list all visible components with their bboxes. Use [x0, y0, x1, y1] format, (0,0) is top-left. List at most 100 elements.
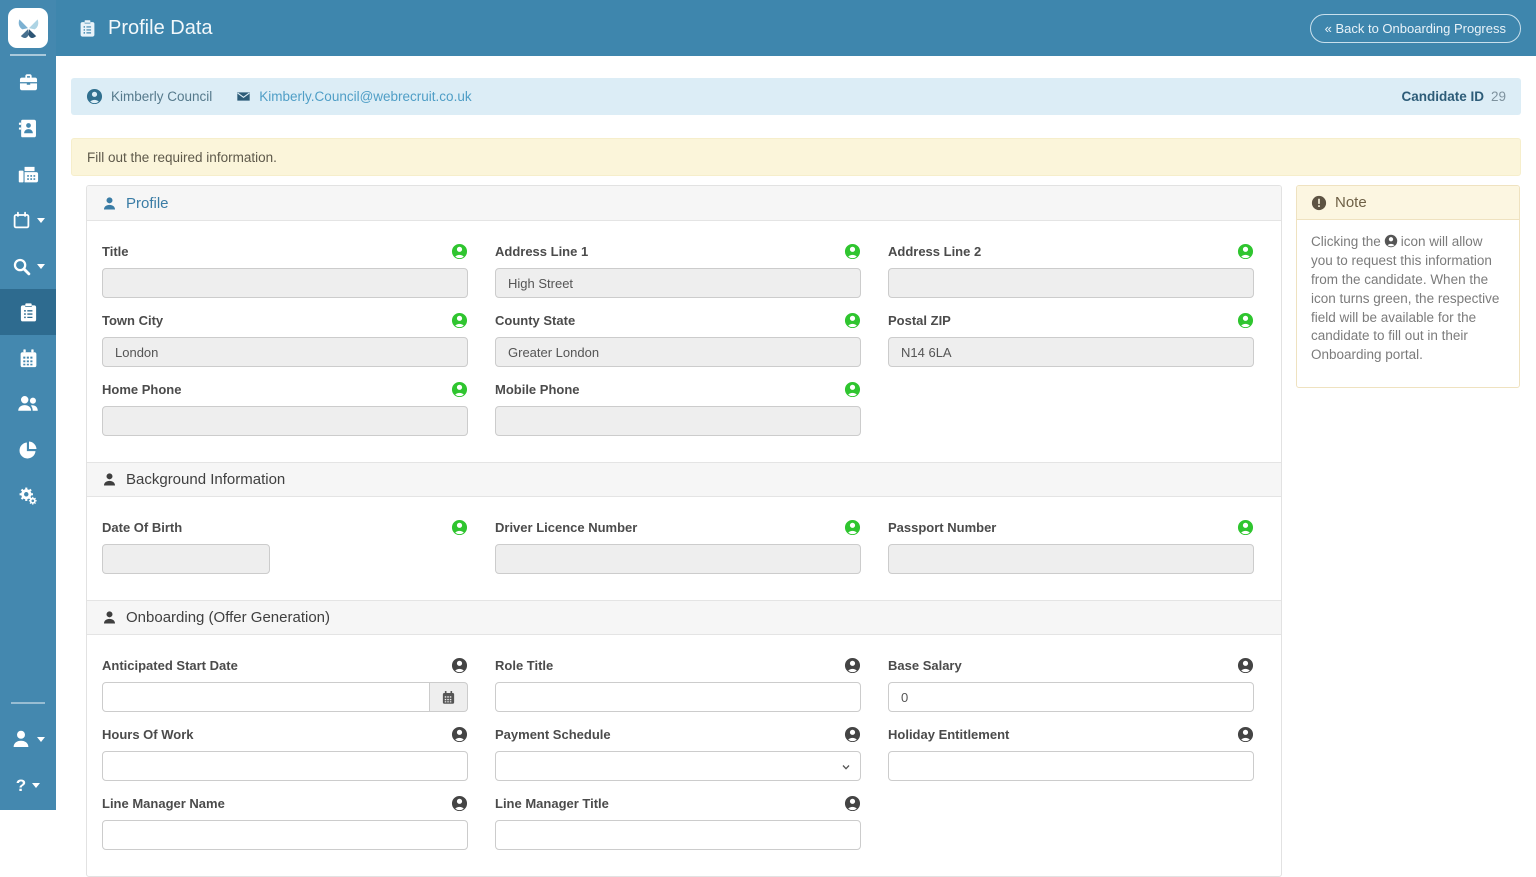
user-icon [102, 196, 117, 211]
sidebar-item-contacts[interactable] [0, 105, 56, 151]
gears-icon [18, 486, 39, 507]
date-of-birth-input [102, 544, 270, 574]
section-body-background: Date Of Birth Driver Licence Number [87, 497, 1281, 600]
user-icon [102, 610, 117, 625]
sidebar-item-calendar-menu[interactable] [0, 197, 56, 243]
request-info-icon[interactable] [1237, 657, 1254, 674]
user-circle-icon [1384, 234, 1398, 248]
request-info-icon[interactable] [1237, 726, 1254, 743]
fax-icon [18, 164, 39, 185]
request-info-icon[interactable] [451, 795, 468, 812]
field-town-city: Town City [102, 312, 468, 367]
field-role-title: Role Title [495, 657, 861, 712]
butterfly-logo-icon [15, 15, 42, 42]
date-picker-button[interactable] [430, 682, 468, 712]
candidate-name-text: Kimberly Council [111, 89, 212, 104]
field-mobile-phone: Mobile Phone [495, 381, 861, 436]
back-to-onboarding-button[interactable]: « Back to Onboarding Progress [1310, 14, 1521, 43]
field-base-salary: Base Salary [888, 657, 1254, 712]
field-label: Base Salary [888, 658, 962, 673]
sidebar-item-settings[interactable] [0, 473, 56, 519]
request-info-icon[interactable] [844, 726, 861, 743]
field-label: Title [102, 244, 129, 259]
sidebar-item-reports[interactable] [0, 427, 56, 473]
caret-down-icon [32, 783, 40, 788]
field-label: Hours Of Work [102, 727, 194, 742]
sidebar-item-search-menu[interactable] [0, 243, 56, 289]
driver-licence-number-input [495, 544, 861, 574]
role-title-input[interactable] [495, 682, 861, 712]
user-icon [102, 472, 117, 487]
hours-of-work-input[interactable] [102, 751, 468, 781]
sidebar-item-fax[interactable] [0, 151, 56, 197]
request-info-icon[interactable] [844, 312, 861, 329]
request-info-icon[interactable] [451, 381, 468, 398]
sidebar-item-users[interactable] [0, 381, 56, 427]
request-info-icon[interactable] [844, 657, 861, 674]
main-content: Kimberly Council Kimberly.Council@webrec… [56, 56, 1536, 877]
page-title-text: Profile Data [108, 17, 213, 40]
town-city-input [102, 337, 468, 367]
envelope-icon [236, 89, 251, 104]
section-body-profile: Title Address Line 1 [87, 221, 1281, 462]
sidebar-item-profile-data[interactable] [0, 289, 56, 335]
request-info-icon[interactable] [451, 726, 468, 743]
note-title: Note [1335, 194, 1367, 211]
payment-schedule-select[interactable] [495, 751, 861, 781]
request-info-icon[interactable] [451, 312, 468, 329]
question-mark-icon: ? [16, 777, 26, 794]
exclamation-circle-icon [1311, 195, 1327, 211]
request-info-icon[interactable] [844, 519, 861, 536]
request-info-icon[interactable] [1237, 243, 1254, 260]
title-input [102, 268, 468, 298]
caret-down-icon [37, 218, 45, 223]
request-info-icon[interactable] [451, 243, 468, 260]
request-info-icon[interactable] [1237, 519, 1254, 536]
sidebar-item-account[interactable] [0, 716, 56, 762]
sidebar-item-help[interactable]: ? [0, 762, 56, 808]
field-label: Home Phone [102, 382, 181, 397]
sidebar-item-jobs[interactable] [0, 59, 56, 105]
address-line-1-input [495, 268, 861, 298]
field-label: Address Line 2 [888, 244, 981, 259]
candidate-email-link[interactable]: Kimberly.Council@webrecruit.co.uk [236, 89, 471, 104]
pie-chart-icon [18, 440, 38, 460]
request-info-icon[interactable] [844, 795, 861, 812]
top-header: Profile Data « Back to Onboarding Progre… [56, 0, 1536, 56]
request-info-icon[interactable] [1237, 312, 1254, 329]
candidate-id-label: Candidate ID [1401, 89, 1484, 104]
line-manager-name-input[interactable] [102, 820, 468, 850]
calendar-grid-icon [18, 348, 39, 369]
request-info-icon[interactable] [451, 657, 468, 674]
section-title: Onboarding (Offer Generation) [126, 609, 330, 626]
section-header-profile: Profile [87, 186, 1281, 221]
field-label: Town City [102, 313, 163, 328]
app-logo[interactable] [8, 8, 48, 48]
request-info-icon[interactable] [844, 243, 861, 260]
clipboard-icon [18, 302, 39, 323]
request-info-icon[interactable] [451, 519, 468, 536]
candidate-info-bar: Kimberly Council Kimberly.Council@webrec… [71, 78, 1521, 115]
field-address-line-1: Address Line 1 [495, 243, 861, 298]
field-label: Passport Number [888, 520, 996, 535]
user-icon [11, 729, 31, 749]
field-label: Postal ZIP [888, 313, 951, 328]
line-manager-title-input[interactable] [495, 820, 861, 850]
request-info-icon[interactable] [844, 381, 861, 398]
candidate-email-text: Kimberly.Council@webrecruit.co.uk [259, 89, 471, 104]
search-icon [12, 257, 31, 276]
anticipated-start-date-input[interactable] [102, 682, 430, 712]
mobile-phone-input [495, 406, 861, 436]
field-label: Holiday Entitlement [888, 727, 1009, 742]
divider [11, 702, 45, 704]
sidebar-item-calendar[interactable] [0, 335, 56, 381]
field-label: Mobile Phone [495, 382, 580, 397]
base-salary-input[interactable] [888, 682, 1254, 712]
caret-down-icon [37, 737, 45, 742]
user-circle-icon [86, 88, 103, 105]
holiday-entitlement-input[interactable] [888, 751, 1254, 781]
field-label: Address Line 1 [495, 244, 588, 259]
field-line-manager-title: Line Manager Title [495, 795, 861, 850]
field-county-state: County State [495, 312, 861, 367]
note-panel: Note Clicking theicon will allow you to … [1296, 185, 1520, 388]
